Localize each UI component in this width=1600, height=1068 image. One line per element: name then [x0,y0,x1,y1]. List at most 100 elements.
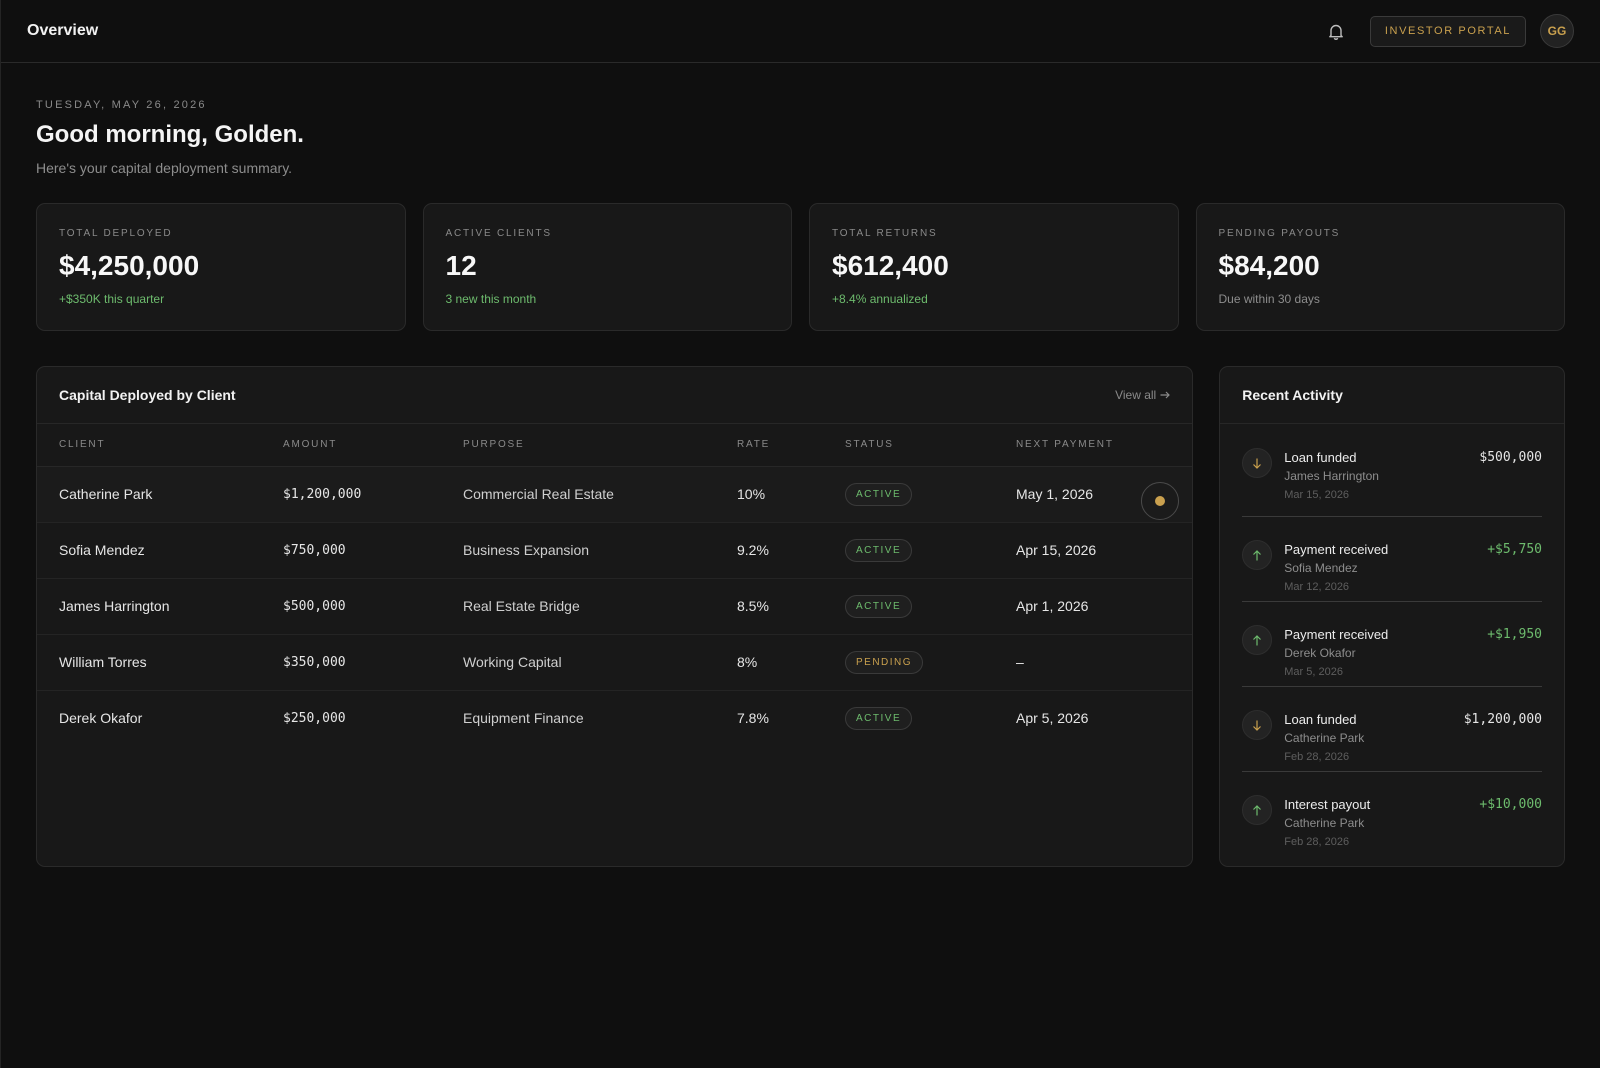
stat-note: Due within 30 days [1218,292,1320,306]
activity-item[interactable]: Interest payout Catherine Park Feb 28, 2… [1242,772,1542,857]
activity-title: Recent Activity [1242,387,1343,403]
activity-date: Mar 12, 2026 [1284,581,1350,593]
activity-item[interactable]: Loan funded James Harrington Mar 15, 202… [1242,424,1542,517]
activity-title-text: Loan funded [1284,712,1357,727]
stat-card-total-returns: TOTAL RETURNS $612,400 +8.4% annualized [809,203,1179,331]
activity-body: Payment received Derek Okafor Mar 5, 202… [1284,627,1487,678]
activity-date: Mar 5, 2026 [1284,666,1343,678]
arrow-up-icon [1242,540,1273,570]
activity-item[interactable]: Loan funded Catherine Park Feb 28, 2026 … [1242,687,1542,772]
table-row[interactable]: Catherine Park $1,200,000 Commercial Rea… [37,466,1193,523]
stat-label: ACTIVE CLIENTS [445,228,552,239]
status-badge: ACTIVE [845,538,913,562]
activity-counterparty: Catherine Park [1284,816,1365,830]
cell-amount: $250,000 [283,710,346,726]
column-header-client[interactable]: CLIENT [37,424,283,467]
mouse-cursor-indicator [1141,482,1179,520]
activity-amount: $500,000 [1479,450,1542,465]
user-avatar[interactable]: GG [1540,14,1574,48]
cell-purpose: Real Estate Bridge [463,578,737,635]
cell-next-payment: – [1016,634,1193,691]
column-header-purpose[interactable]: PURPOSE [463,424,737,467]
cell-next-payment: Apr 15, 2026 [1016,522,1193,579]
stat-note: +$350K this quarter [59,292,165,306]
cell-purpose: Business Expansion [463,522,737,579]
cell-purpose: Commercial Real Estate [463,466,737,523]
investor-portal-button[interactable]: INVESTOR PORTAL [1369,15,1526,47]
activity-amount: $1,200,000 [1463,712,1542,727]
stat-value: 12 [445,250,477,281]
stat-card-total-deployed: TOTAL DEPLOYED $4,250,000 +$350K this qu… [36,203,406,331]
header-actions: INVESTOR PORTAL GG [1326,14,1574,48]
arrow-down-icon [1242,710,1273,740]
greeting-subtitle: Here's your capital deployment summary. [36,160,293,176]
cell-rate: 8% [737,634,845,691]
stat-card-pending-payouts: PENDING PAYOUTS $84,200 Due within 30 da… [1195,203,1565,331]
activity-counterparty: Catherine Park [1284,731,1365,745]
table-title: Capital Deployed by Client [59,387,236,403]
stat-value: $4,250,000 [59,250,200,281]
activity-date: Feb 28, 2026 [1284,751,1350,763]
cursor-dot [1155,496,1165,506]
table-header-row: CLIENT AMOUNT PURPOSE RATE STATUS NEXT P… [37,424,1193,467]
current-date: TUESDAY, MAY 26, 2026 [36,99,207,111]
activity-counterparty: Derek Okafor [1284,646,1356,660]
activity-title-text: Loan funded [1284,450,1357,465]
activity-amount: +$10,000 [1479,797,1542,812]
activity-body: Loan funded Catherine Park Feb 28, 2026 [1284,712,1463,763]
cell-next-payment: Apr 5, 2026 [1016,710,1089,727]
cell-rate: 7.8% [737,710,769,727]
activity-amount: +$5,750 [1487,542,1542,557]
bell-icon[interactable] [1326,21,1346,41]
activity-date: Feb 28, 2026 [1284,836,1350,848]
capital-table-card: Capital Deployed by Client View all CLIE… [36,366,1194,867]
column-header-rate[interactable]: RATE [737,424,845,467]
stat-value: $612,400 [832,250,949,281]
top-bar: Overview INVESTOR PORTAL GG [1,0,1600,63]
table-card-header: Capital Deployed by Client View all [37,367,1193,424]
cell-client: James Harrington [37,578,283,635]
stats-row: TOTAL DEPLOYED $4,250,000 +$350K this qu… [36,203,1565,331]
table-row[interactable]: James Harrington $500,000 Real Estate Br… [37,578,1193,635]
stat-value: $84,200 [1218,250,1320,281]
activity-body: Payment received Sofia Mendez Mar 12, 20… [1284,542,1487,593]
cell-amount: $350,000 [283,634,463,691]
table-row[interactable]: William Torres $350,000 Working Capital … [37,634,1193,691]
activity-counterparty: James Harrington [1284,469,1379,483]
cell-purpose: Working Capital [463,634,737,691]
activity-body: Loan funded James Harrington Mar 15, 202… [1284,450,1479,501]
cell-rate: 9.2% [737,522,845,579]
activity-body: Interest payout Catherine Park Feb 28, 2… [1284,797,1479,848]
lower-section: Capital Deployed by Client View all CLIE… [36,366,1565,867]
recent-activity-card: Recent Activity Loan funded James Harrin… [1219,366,1565,867]
view-all-link[interactable]: View all [1115,388,1171,402]
cell-rate: 10% [737,466,845,523]
activity-item[interactable]: Payment received Derek Okafor Mar 5, 202… [1242,602,1542,687]
activity-item[interactable]: Payment received Sofia Mendez Mar 12, 20… [1242,517,1542,602]
stat-label: TOTAL DEPLOYED [59,228,173,239]
column-header-status[interactable]: STATUS [845,424,1016,467]
cell-client: William Torres [37,634,283,691]
activity-counterparty: Sofia Mendez [1284,561,1358,575]
cell-rate: 8.5% [737,578,845,635]
cell-amount: $750,000 [283,522,463,579]
status-badge: ACTIVE [845,594,913,618]
greeting-heading: Good morning, Golden. [36,121,304,148]
cell-client: Catherine Park [37,466,283,523]
arrow-right-icon [1160,388,1171,402]
column-header-next-payment[interactable]: NEXT PAYMENT [1016,424,1193,467]
cell-client: Sofia Mendez [37,522,283,579]
cell-client: Derek Okafor [59,710,143,727]
table-row[interactable]: Derek Okafor $250,000 Equipment Finance … [37,690,1192,746]
cell-amount: $500,000 [283,578,463,635]
column-header-amount[interactable]: AMOUNT [283,424,463,467]
stat-label: TOTAL RETURNS [832,228,938,239]
dashboard-main: TUESDAY, MAY 26, 2026 Good morning, Gold… [1,99,1600,867]
cell-next-payment: Apr 1, 2026 [1016,578,1193,635]
stat-note: 3 new this month [445,292,537,306]
table-row[interactable]: Sofia Mendez $750,000 Business Expansion… [37,522,1193,579]
stat-label: PENDING PAYOUTS [1218,228,1341,239]
cell-amount: $1,200,000 [283,466,463,523]
arrow-up-icon [1242,625,1273,655]
